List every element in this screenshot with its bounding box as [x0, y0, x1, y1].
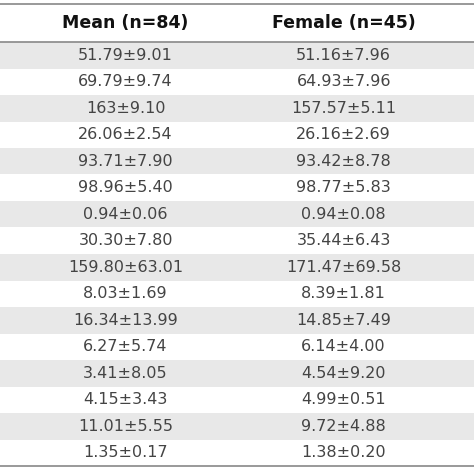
Text: 69.79±9.74: 69.79±9.74: [78, 74, 173, 89]
Bar: [0, 386, 474, 413]
Text: 93.71±7.90: 93.71±7.90: [78, 154, 173, 169]
Text: 16.34±13.99: 16.34±13.99: [73, 313, 178, 328]
Bar: [0, 439, 474, 466]
Text: 98.77±5.83: 98.77±5.83: [296, 180, 391, 195]
Text: 4.15±3.43: 4.15±3.43: [83, 392, 168, 407]
Text: 30.30±7.80: 30.30±7.80: [78, 233, 173, 248]
Text: 8.39±1.81: 8.39±1.81: [301, 286, 386, 301]
Bar: [0, 307, 474, 334]
Bar: [0, 69, 474, 95]
Text: 64.93±7.96: 64.93±7.96: [296, 74, 391, 89]
Bar: [0, 4, 474, 42]
Text: 11.01±5.55: 11.01±5.55: [78, 419, 173, 434]
Bar: [0, 42, 474, 69]
Bar: [0, 174, 474, 201]
Text: 159.80±63.01: 159.80±63.01: [68, 260, 183, 275]
Bar: [0, 121, 474, 148]
Bar: [0, 413, 474, 439]
Text: 35.44±6.43: 35.44±6.43: [296, 233, 391, 248]
Bar: [0, 281, 474, 307]
Text: 3.41±8.05: 3.41±8.05: [83, 366, 168, 381]
Bar: [0, 360, 474, 386]
Text: 9.72±4.88: 9.72±4.88: [301, 419, 386, 434]
Text: 171.47±69.58: 171.47±69.58: [286, 260, 401, 275]
Text: 8.03±1.69: 8.03±1.69: [83, 286, 168, 301]
Bar: [0, 148, 474, 174]
Text: 0.94±0.08: 0.94±0.08: [301, 207, 386, 222]
Text: 1.38±0.20: 1.38±0.20: [301, 445, 386, 460]
Text: 157.57±5.11: 157.57±5.11: [291, 101, 396, 116]
Text: Mean (n=84): Mean (n=84): [63, 14, 189, 32]
Text: 26.16±2.69: 26.16±2.69: [296, 127, 391, 142]
Text: 4.99±0.51: 4.99±0.51: [301, 392, 386, 407]
Bar: [0, 95, 474, 121]
Text: 1.35±0.17: 1.35±0.17: [83, 445, 168, 460]
Text: 98.96±5.40: 98.96±5.40: [78, 180, 173, 195]
Text: 6.27±5.74: 6.27±5.74: [83, 339, 168, 354]
Text: 0.94±0.06: 0.94±0.06: [83, 207, 168, 222]
Bar: [0, 334, 474, 360]
Text: 14.85±7.49: 14.85±7.49: [296, 313, 391, 328]
Text: 93.42±8.78: 93.42±8.78: [296, 154, 391, 169]
Text: 51.79±9.01: 51.79±9.01: [78, 48, 173, 63]
Text: Female (n=45): Female (n=45): [272, 14, 416, 32]
Text: 4.54±9.20: 4.54±9.20: [301, 366, 386, 381]
Bar: [0, 201, 474, 228]
Text: 163±9.10: 163±9.10: [86, 101, 165, 116]
Text: 51.16±7.96: 51.16±7.96: [296, 48, 391, 63]
Text: 26.06±2.54: 26.06±2.54: [78, 127, 173, 142]
Bar: [0, 254, 474, 281]
Text: 6.14±4.00: 6.14±4.00: [301, 339, 386, 354]
Bar: [0, 228, 474, 254]
